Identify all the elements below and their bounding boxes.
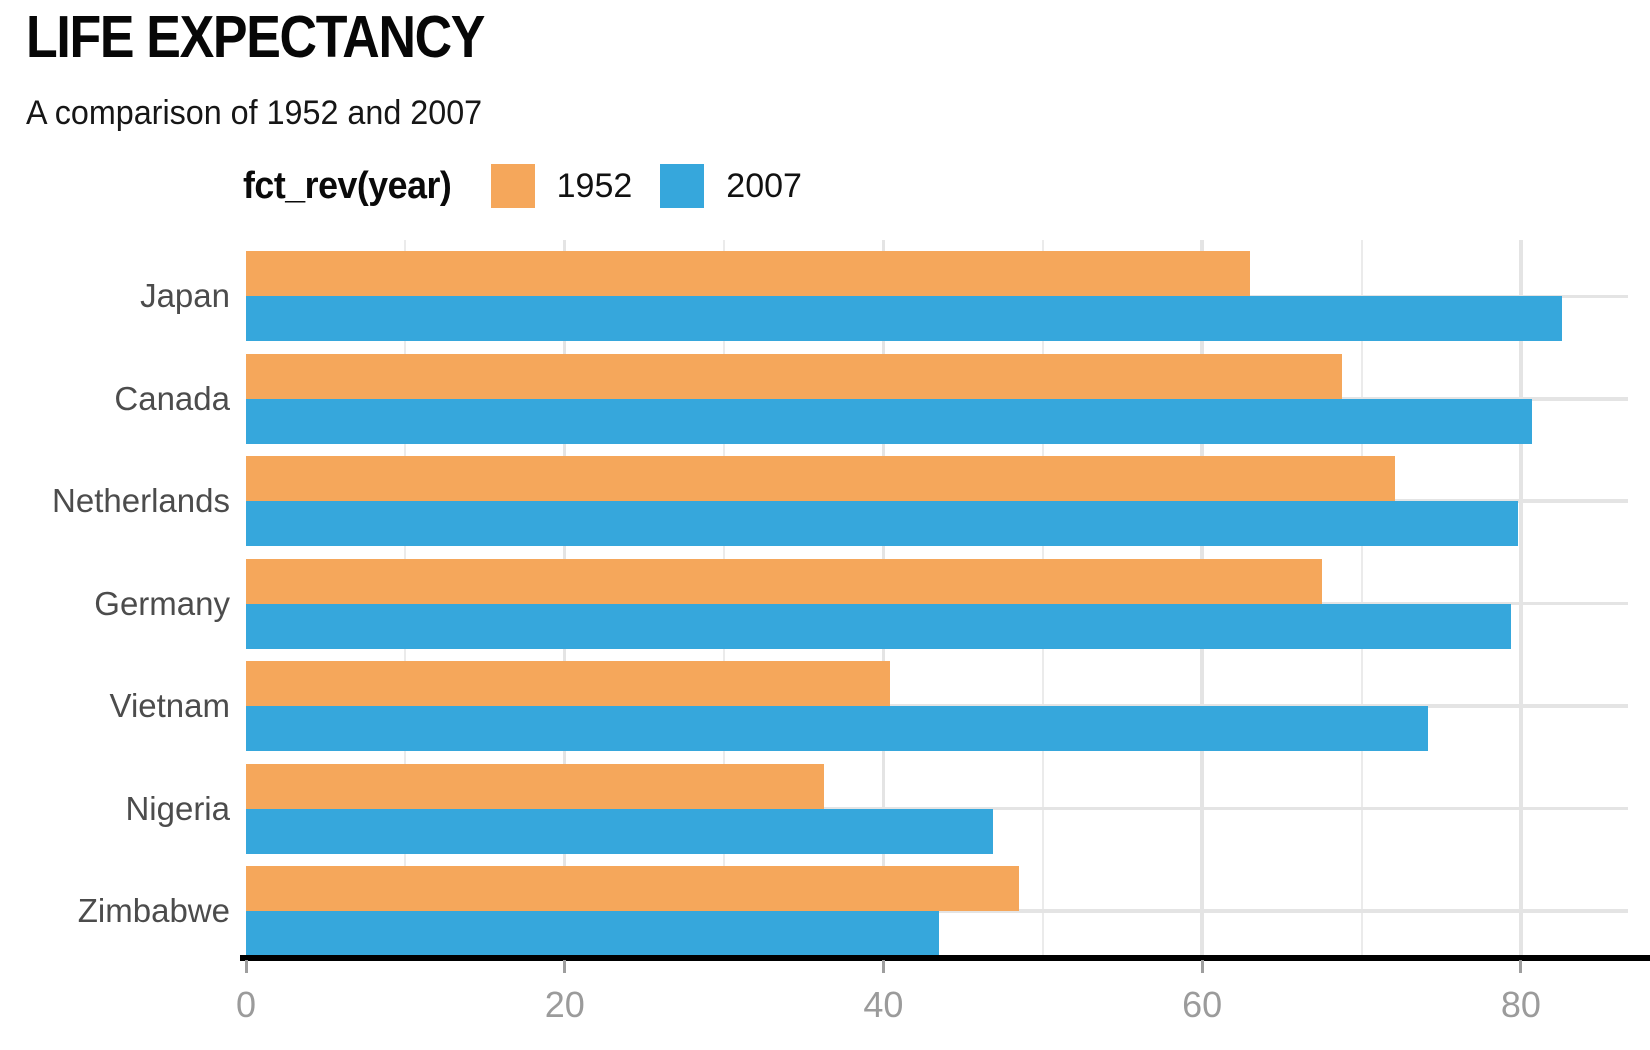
category-label-zimbabwe: Zimbabwe xyxy=(77,892,230,929)
x-tick-label-40: 40 xyxy=(863,984,904,1025)
bar-japan-2007 xyxy=(246,296,1563,342)
chart-title: LIFE EXPECTANCY xyxy=(26,4,485,70)
x-tick-label-80: 80 xyxy=(1500,984,1541,1025)
gridline-major-80 xyxy=(1519,240,1523,955)
category-label-germany: Germany xyxy=(94,584,230,622)
category-label-vietnam: Vietnam xyxy=(109,687,230,725)
legend-label-1952: 1952 xyxy=(556,166,633,205)
gridline-minor-70 xyxy=(1360,240,1363,955)
bar-zimbabwe-2007 xyxy=(246,911,940,956)
bar-vietnam-1952 xyxy=(246,661,890,707)
legend-item-2007: 2007 xyxy=(660,164,802,208)
x-tick-40 xyxy=(881,960,885,973)
bar-nigeria-1952 xyxy=(246,763,825,809)
legend-swatch-2007-icon xyxy=(660,164,705,208)
bar-zimbabwe-1952 xyxy=(246,866,1019,911)
bar-germany-2007 xyxy=(246,603,1512,649)
category-label-canada: Canada xyxy=(114,379,230,417)
bar-netherlands-2007 xyxy=(246,501,1518,547)
bar-nigeria-2007 xyxy=(246,808,994,854)
legend-title: fct_rev(year) xyxy=(243,164,452,207)
x-tick-60 xyxy=(1200,960,1204,973)
bar-germany-1952 xyxy=(246,558,1322,604)
x-tick-label-20: 20 xyxy=(544,984,585,1025)
legend-item-1952: 1952 xyxy=(490,164,633,208)
bar-netherlands-1952 xyxy=(246,456,1395,502)
x-tick-label-60: 60 xyxy=(1182,984,1223,1025)
bar-japan-1952 xyxy=(246,251,1250,297)
x-tick-label-0: 0 xyxy=(235,984,257,1025)
category-label-nigeria: Nigeria xyxy=(125,789,230,827)
bar-canada-2007 xyxy=(246,398,1533,444)
category-label-netherlands: Netherlands xyxy=(52,482,230,520)
category-label-japan: Japan xyxy=(140,277,230,315)
legend-label-2007: 2007 xyxy=(726,166,802,205)
legend-swatch-1952-icon xyxy=(490,164,535,208)
x-tick-80 xyxy=(1519,960,1523,973)
x-tick-0 xyxy=(244,960,248,973)
bar-vietnam-2007 xyxy=(246,706,1429,752)
chart-subtitle: A comparison of 1952 and 2007 xyxy=(26,94,483,132)
bar-canada-1952 xyxy=(246,353,1343,399)
x-tick-20 xyxy=(563,960,567,973)
x-axis-line xyxy=(240,955,1650,961)
legend: fct_rev(year) 1952 2007 xyxy=(243,163,830,209)
